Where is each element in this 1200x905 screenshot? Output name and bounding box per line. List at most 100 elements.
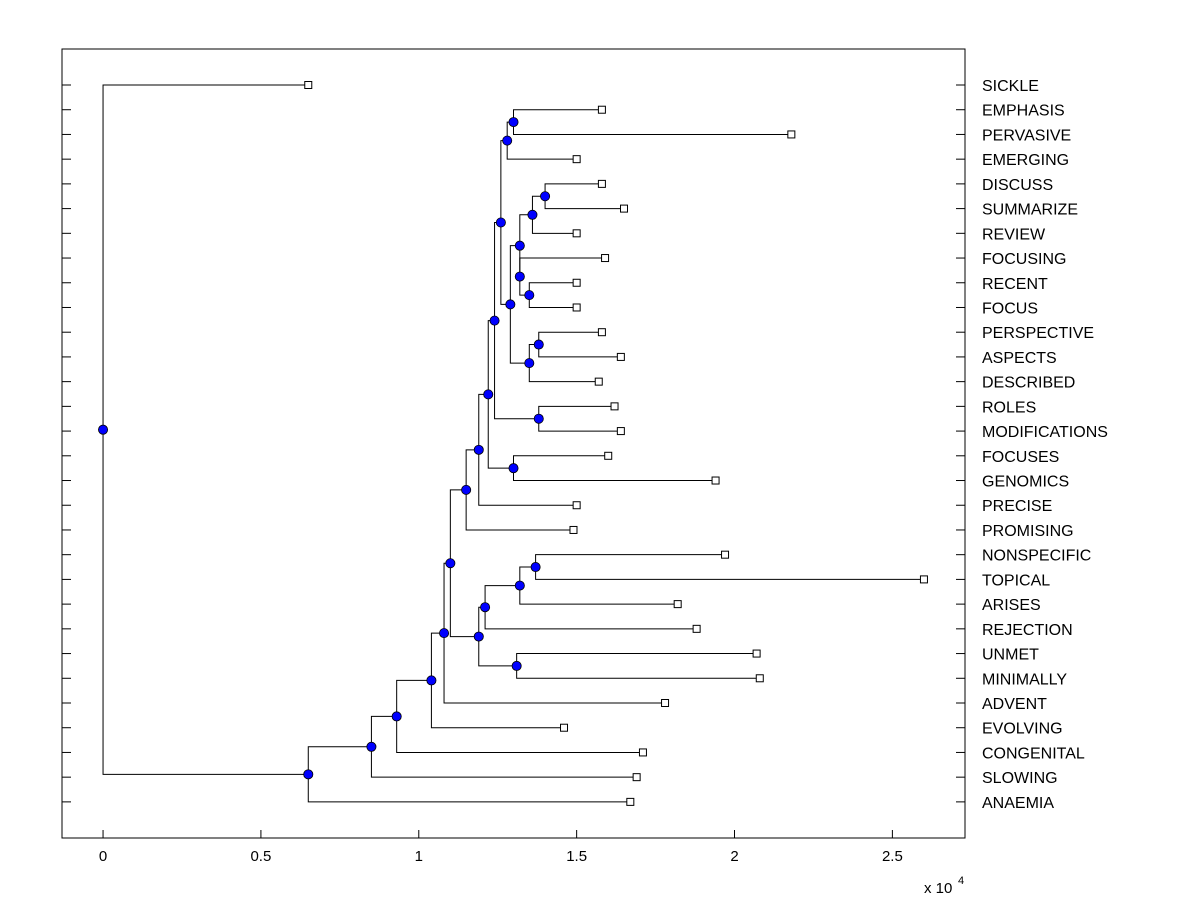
internal-node bbox=[426, 675, 437, 686]
leaf-marker bbox=[721, 550, 730, 559]
internal-node bbox=[495, 217, 506, 228]
leaf-label: PERSPECTIVE bbox=[982, 325, 1094, 342]
internal-node bbox=[533, 339, 544, 350]
x-exponent-base: x 10 bbox=[924, 880, 952, 897]
leaf-label: CONGENITAL bbox=[982, 745, 1085, 762]
leaf-label: EMERGING bbox=[982, 152, 1069, 169]
leaf-label: ASPECTS bbox=[982, 350, 1057, 367]
x-tick-label: 2.5 bbox=[882, 848, 903, 865]
leaf-marker bbox=[610, 402, 619, 411]
leaf-label: PROMISING bbox=[982, 523, 1074, 540]
leaf-marker bbox=[752, 649, 761, 658]
leaf-marker bbox=[632, 773, 641, 782]
leaf-label: FOCUS bbox=[982, 300, 1038, 317]
internal-node bbox=[508, 117, 519, 128]
x-tick-label: 0 bbox=[99, 848, 107, 865]
leaf-marker bbox=[787, 130, 796, 139]
leaf-marker bbox=[604, 451, 613, 460]
leaf-marker bbox=[597, 179, 606, 188]
leaf-label: REVIEW bbox=[982, 226, 1046, 243]
leaf-label: ANAEMIA bbox=[982, 795, 1054, 812]
x-tick-label: 1 bbox=[415, 848, 423, 865]
leaf-marker bbox=[594, 377, 603, 386]
leaf-label: EVOLVING bbox=[982, 721, 1063, 738]
internal-node bbox=[489, 315, 500, 326]
internal-node bbox=[508, 463, 519, 474]
leaf-label: FOCUSING bbox=[982, 251, 1066, 268]
leaf-label: SLOWING bbox=[982, 770, 1058, 787]
leaf-marker bbox=[673, 600, 682, 609]
leaf-label: MODIFICATIONS bbox=[982, 424, 1108, 441]
leaf-marker bbox=[601, 254, 610, 263]
leaf-marker bbox=[572, 155, 581, 164]
x-tick-label: 2 bbox=[730, 848, 738, 865]
leaf-label: ARISES bbox=[982, 597, 1041, 614]
internal-node bbox=[533, 413, 544, 424]
leaf-marker bbox=[597, 105, 606, 114]
leaf-label: ADVENT bbox=[982, 696, 1047, 713]
leaf-label: UNMET bbox=[982, 647, 1039, 664]
leaf-marker bbox=[569, 525, 578, 534]
leaf-marker bbox=[692, 624, 701, 633]
internal-node bbox=[98, 424, 109, 435]
plot-frame bbox=[61, 48, 966, 839]
leaf-label: EMPHASIS bbox=[982, 103, 1065, 120]
internal-node bbox=[505, 299, 516, 310]
leaf-label: PRECISE bbox=[982, 498, 1052, 515]
leaf-label: PERVASIVE bbox=[982, 127, 1071, 144]
leaf-marker bbox=[616, 352, 625, 361]
x-tick-label: 1.5 bbox=[566, 848, 587, 865]
leaf-marker bbox=[304, 81, 313, 89]
x-exponent-power: 4 bbox=[958, 875, 964, 887]
leaf-label: GENOMICS bbox=[982, 474, 1069, 491]
internal-node bbox=[524, 290, 535, 301]
internal-node bbox=[473, 444, 484, 455]
x-axis: 0 0.5 1 1.5 2 2.5 bbox=[99, 830, 903, 865]
leaf-marker bbox=[661, 699, 670, 707]
internal-node bbox=[483, 389, 494, 400]
leaf-label: DISCUSS bbox=[982, 177, 1053, 194]
internal-node bbox=[511, 660, 522, 671]
leaf-marker bbox=[711, 476, 720, 485]
leaf-marker bbox=[560, 723, 569, 732]
x-tick-label: 0.5 bbox=[250, 848, 271, 865]
internal-node bbox=[514, 580, 525, 591]
internal-node bbox=[527, 209, 538, 220]
leaf-marker bbox=[919, 575, 928, 584]
internal-node bbox=[524, 358, 535, 369]
leaf-label: FOCUSES bbox=[982, 449, 1059, 466]
leaf-label: ROLES bbox=[982, 399, 1036, 416]
leaf-marker bbox=[572, 229, 581, 238]
internal-nodes bbox=[98, 117, 551, 780]
internal-node bbox=[439, 628, 450, 639]
leaf-markers bbox=[304, 81, 928, 806]
internal-node bbox=[530, 562, 541, 573]
internal-node bbox=[461, 484, 472, 495]
internal-node bbox=[480, 602, 491, 613]
leaf-label: MINIMALLY bbox=[982, 671, 1067, 688]
leaf-marker bbox=[572, 278, 581, 287]
leaf-marker bbox=[638, 748, 647, 757]
leaf-label: SICKLE bbox=[982, 78, 1039, 95]
internal-node bbox=[502, 135, 513, 146]
leaf-marker bbox=[620, 204, 629, 213]
leaf-marker bbox=[572, 303, 581, 312]
leaf-label: REJECTION bbox=[982, 622, 1073, 639]
leaf-label: SUMMARIZE bbox=[982, 202, 1078, 219]
leaf-marker bbox=[616, 427, 625, 436]
leaf-labels: SICKLE EMPHASIS PERVASIVE EMERGING DISCUSS SU… bbox=[982, 78, 1108, 812]
internal-node bbox=[366, 741, 377, 752]
internal-node bbox=[514, 271, 525, 282]
y-axis bbox=[62, 84, 965, 803]
internal-node bbox=[391, 711, 402, 722]
leaf-marker bbox=[755, 674, 764, 683]
leaf-label: RECENT bbox=[982, 276, 1048, 293]
internal-node bbox=[540, 191, 551, 202]
leaf-marker bbox=[572, 501, 581, 510]
internal-node bbox=[473, 631, 484, 642]
leaf-label: DESCRIBED bbox=[982, 375, 1075, 392]
leaf-marker bbox=[597, 328, 606, 337]
leaf-label: TOPICAL bbox=[982, 572, 1050, 589]
